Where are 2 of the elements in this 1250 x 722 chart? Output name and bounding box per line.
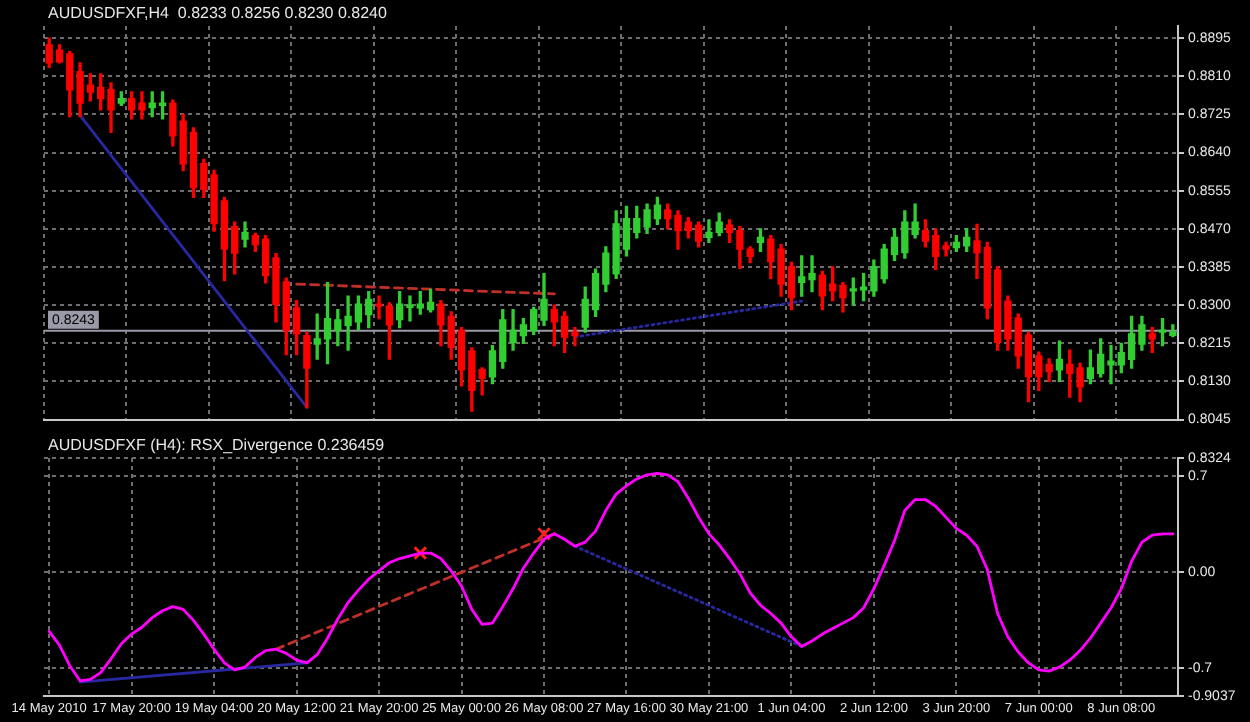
- chart-title: AUDUSDFXF,H4 0.8233 0.8256 0.8230 0.8240: [48, 4, 388, 23]
- chart-title: AUDUSDFXF (H4): RSX_Divergence 0.236459: [48, 436, 386, 455]
